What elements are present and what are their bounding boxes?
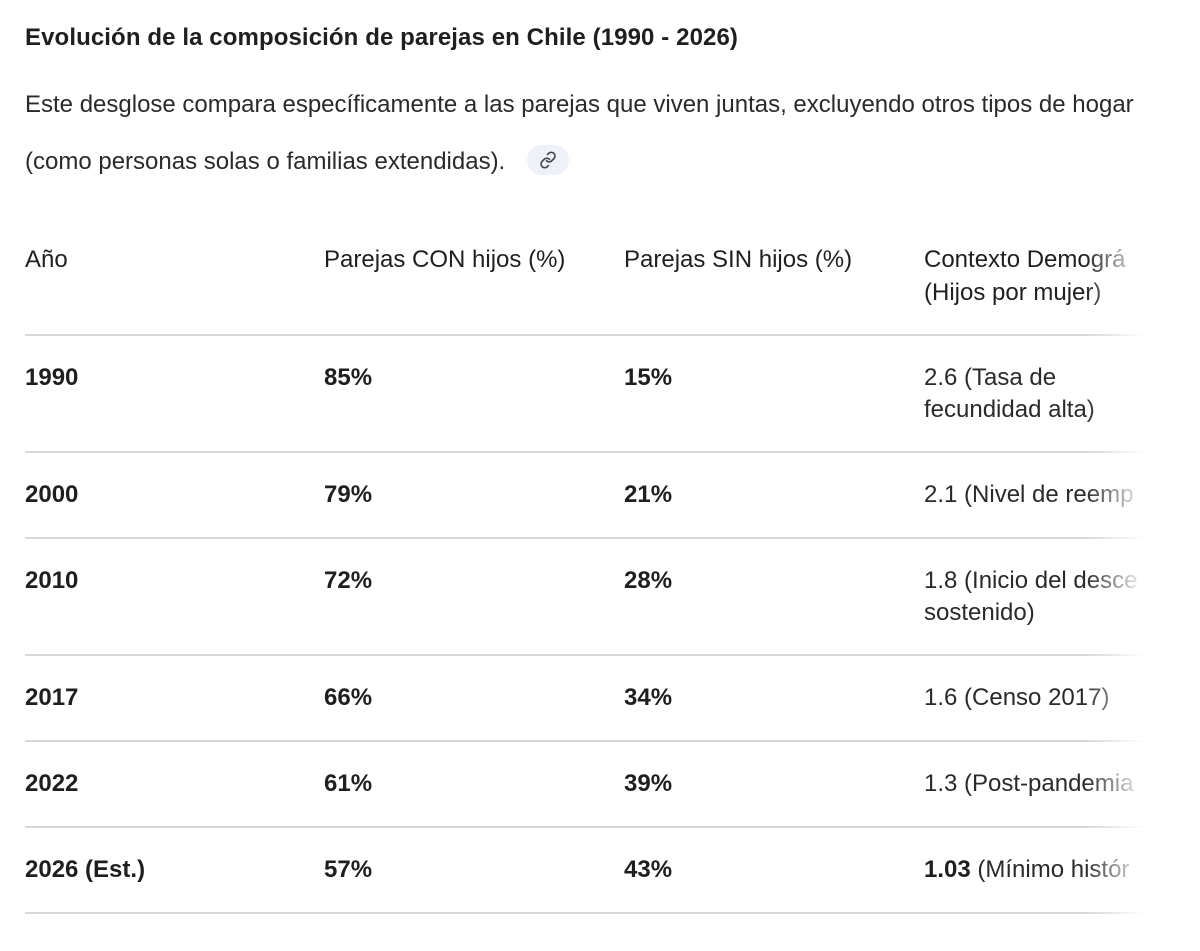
data-table-container[interactable]: Año Parejas CON hijos (%) Parejas SIN hi… bbox=[25, 222, 1145, 951]
table-row: 1990 85% 15% 2.6 (Tasa de fecundidad alta… bbox=[25, 335, 1145, 453]
cell-context-line1: 1.8 (Inicio del desce bbox=[924, 567, 1138, 594]
cell-without-children: 21% bbox=[624, 452, 924, 539]
cell-context: 2.1 (Nivel de reemp bbox=[924, 452, 1145, 539]
cell-without-children: 34% bbox=[624, 655, 924, 742]
cell-context: 1.8 (Inicio del desce sostenido) bbox=[924, 538, 1145, 656]
cell-year: 2026 (Est.) bbox=[25, 827, 324, 914]
cell-context-value: 1.03 bbox=[924, 856, 971, 883]
header-context: Contexto Demográ (Hijos por mujer) bbox=[924, 222, 1145, 336]
cell-year: 2010 bbox=[25, 538, 324, 656]
cell-context: 1.03 (Mínimo histór bbox=[924, 827, 1145, 914]
cell-context-line2: fecundidad alta) bbox=[924, 396, 1095, 423]
cell-context-line1: 1.3 (Post-pandemia bbox=[924, 770, 1134, 797]
header-without-children: Parejas SIN hijos (%) bbox=[624, 222, 924, 336]
couples-table: Año Parejas CON hijos (%) Parejas SIN hi… bbox=[25, 222, 1145, 914]
cell-year: 2017 bbox=[25, 655, 324, 742]
intro-text: Este desglose compara específicamente a … bbox=[25, 91, 1134, 175]
header-year: Año bbox=[25, 222, 324, 336]
intro-paragraph: Este desglose compara específicamente a … bbox=[25, 76, 1165, 190]
cell-context: 1.3 (Post-pandemia bbox=[924, 741, 1145, 828]
cell-without-children: 15% bbox=[624, 335, 924, 453]
header-with-children: Parejas CON hijos (%) bbox=[324, 222, 624, 336]
cell-context-line1: 2.6 (Tasa de bbox=[924, 364, 1057, 391]
cell-context-line1: 2.1 (Nivel de reemp bbox=[924, 481, 1134, 508]
cell-context: 1.6 (Censo 2017) bbox=[924, 655, 1145, 742]
cell-without-children: 39% bbox=[624, 741, 924, 828]
table-row: 2010 72% 28% 1.8 (Inicio del desce sosten… bbox=[25, 538, 1145, 656]
table-row: 2017 66% 34% 1.6 (Censo 2017) bbox=[25, 655, 1145, 742]
link-icon bbox=[540, 151, 557, 169]
cell-year: 2022 bbox=[25, 741, 324, 828]
cell-without-children: 28% bbox=[624, 538, 924, 656]
cell-context-line1: 1.6 (Censo 2017) bbox=[924, 684, 1110, 711]
cell-without-children: 43% bbox=[624, 827, 924, 914]
cell-context: 2.6 (Tasa de fecundidad alta) bbox=[924, 335, 1145, 453]
table-row: 2022 61% 39% 1.3 (Post-pandemia bbox=[25, 741, 1145, 828]
cell-year: 2000 bbox=[25, 452, 324, 539]
table-row: 2026 (Est.) 57% 43% 1.03 (Mínimo histór bbox=[25, 827, 1145, 914]
header-context-line2: (Hijos por mujer) bbox=[924, 279, 1102, 306]
cell-context-line2: sostenido) bbox=[924, 599, 1035, 626]
cell-with-children: 66% bbox=[324, 655, 624, 742]
cell-context-rest: (Mínimo histór bbox=[970, 856, 1130, 883]
cell-with-children: 57% bbox=[324, 827, 624, 914]
cell-year: 1990 bbox=[25, 335, 324, 453]
cell-with-children: 85% bbox=[324, 335, 624, 453]
cell-with-children: 72% bbox=[324, 538, 624, 656]
page-title: Evolución de la composición de parejas e… bbox=[25, 24, 739, 51]
copy-link-button[interactable] bbox=[527, 144, 570, 175]
header-context-line1: Contexto Demográ bbox=[924, 246, 1126, 273]
cell-with-children: 79% bbox=[324, 452, 624, 539]
cell-with-children: 61% bbox=[324, 741, 624, 828]
table-header-row: Año Parejas CON hijos (%) Parejas SIN hi… bbox=[25, 222, 1145, 336]
table-row: 2000 79% 21% 2.1 (Nivel de reemp bbox=[25, 452, 1145, 539]
